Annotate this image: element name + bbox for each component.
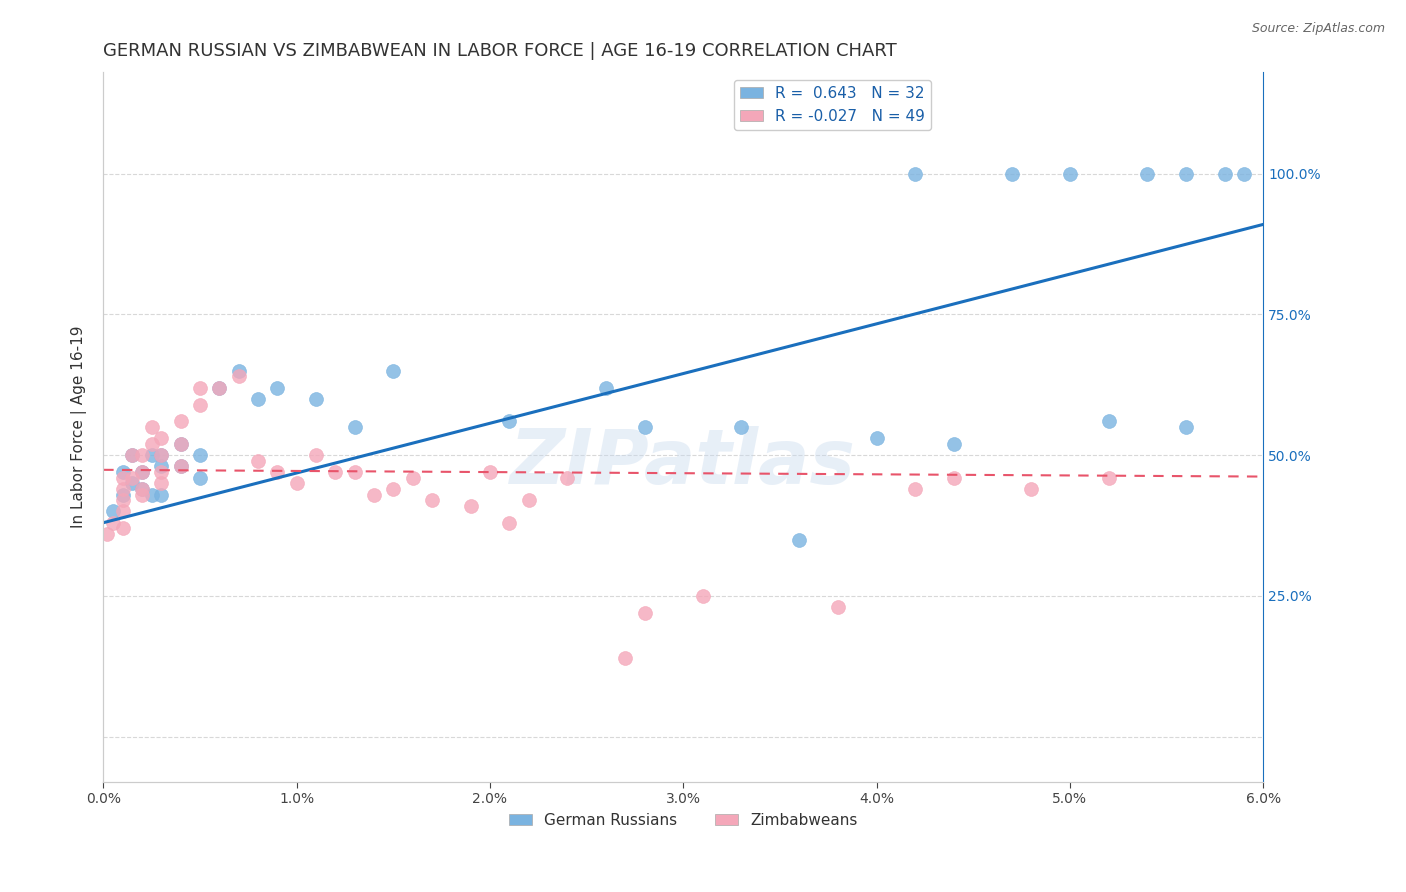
- Point: [1097, 414, 1119, 428]
- Point: [246, 392, 269, 406]
- Point: [1213, 167, 1236, 181]
- Point: [121, 476, 143, 491]
- Point: [111, 471, 134, 485]
- Point: [150, 465, 173, 479]
- Point: [420, 493, 443, 508]
- Text: Source: ZipAtlas.com: Source: ZipAtlas.com: [1251, 22, 1385, 36]
- Point: [188, 471, 211, 485]
- Point: [208, 381, 231, 395]
- Point: [614, 650, 637, 665]
- Point: [1019, 482, 1042, 496]
- Point: [498, 516, 520, 530]
- Point: [150, 487, 173, 501]
- Point: [188, 448, 211, 462]
- Point: [141, 420, 163, 434]
- Point: [150, 448, 173, 462]
- Point: [305, 448, 328, 462]
- Point: [131, 487, 153, 501]
- Point: [111, 504, 134, 518]
- Point: [401, 471, 423, 485]
- Point: [343, 465, 366, 479]
- Point: [111, 482, 134, 496]
- Point: [1174, 167, 1197, 181]
- Point: [169, 414, 191, 428]
- Point: [150, 459, 173, 474]
- Point: [111, 465, 134, 479]
- Point: [323, 465, 346, 479]
- Point: [101, 516, 124, 530]
- Point: [1233, 167, 1256, 181]
- Point: [169, 459, 191, 474]
- Point: [478, 465, 501, 479]
- Point: [131, 465, 153, 479]
- Point: [131, 448, 153, 462]
- Point: [498, 414, 520, 428]
- Point: [141, 448, 163, 462]
- Point: [228, 369, 250, 384]
- Point: [266, 381, 288, 395]
- Point: [730, 420, 752, 434]
- Point: [96, 527, 118, 541]
- Y-axis label: In Labor Force | Age 16-19: In Labor Force | Age 16-19: [72, 326, 87, 528]
- Point: [904, 482, 927, 496]
- Point: [1059, 167, 1081, 181]
- Point: [942, 471, 965, 485]
- Point: [1174, 420, 1197, 434]
- Point: [382, 482, 405, 496]
- Point: [363, 487, 385, 501]
- Point: [1097, 471, 1119, 485]
- Point: [121, 471, 143, 485]
- Text: GERMAN RUSSIAN VS ZIMBABWEAN IN LABOR FORCE | AGE 16-19 CORRELATION CHART: GERMAN RUSSIAN VS ZIMBABWEAN IN LABOR FO…: [103, 42, 897, 60]
- Point: [101, 504, 124, 518]
- Point: [208, 381, 231, 395]
- Point: [517, 493, 540, 508]
- Point: [633, 606, 655, 620]
- Point: [169, 459, 191, 474]
- Point: [111, 521, 134, 535]
- Point: [121, 448, 143, 462]
- Legend: German Russians, Zimbabweans: German Russians, Zimbabweans: [502, 807, 863, 834]
- Point: [169, 437, 191, 451]
- Point: [904, 167, 927, 181]
- Point: [141, 487, 163, 501]
- Point: [150, 448, 173, 462]
- Point: [1001, 167, 1024, 181]
- Point: [121, 448, 143, 462]
- Point: [188, 381, 211, 395]
- Point: [169, 437, 191, 451]
- Point: [865, 431, 887, 445]
- Point: [150, 476, 173, 491]
- Point: [111, 493, 134, 508]
- Point: [787, 533, 810, 547]
- Point: [141, 437, 163, 451]
- Point: [595, 381, 617, 395]
- Point: [1136, 167, 1159, 181]
- Point: [111, 487, 134, 501]
- Text: ZIPatlas: ZIPatlas: [510, 425, 856, 500]
- Point: [131, 482, 153, 496]
- Point: [460, 499, 482, 513]
- Point: [305, 392, 328, 406]
- Point: [382, 364, 405, 378]
- Point: [246, 454, 269, 468]
- Point: [131, 482, 153, 496]
- Point: [343, 420, 366, 434]
- Point: [827, 600, 849, 615]
- Point: [942, 437, 965, 451]
- Point: [131, 465, 153, 479]
- Point: [228, 364, 250, 378]
- Point: [266, 465, 288, 479]
- Point: [633, 420, 655, 434]
- Point: [150, 431, 173, 445]
- Point: [285, 476, 308, 491]
- Point: [555, 471, 578, 485]
- Point: [692, 589, 714, 603]
- Point: [188, 398, 211, 412]
